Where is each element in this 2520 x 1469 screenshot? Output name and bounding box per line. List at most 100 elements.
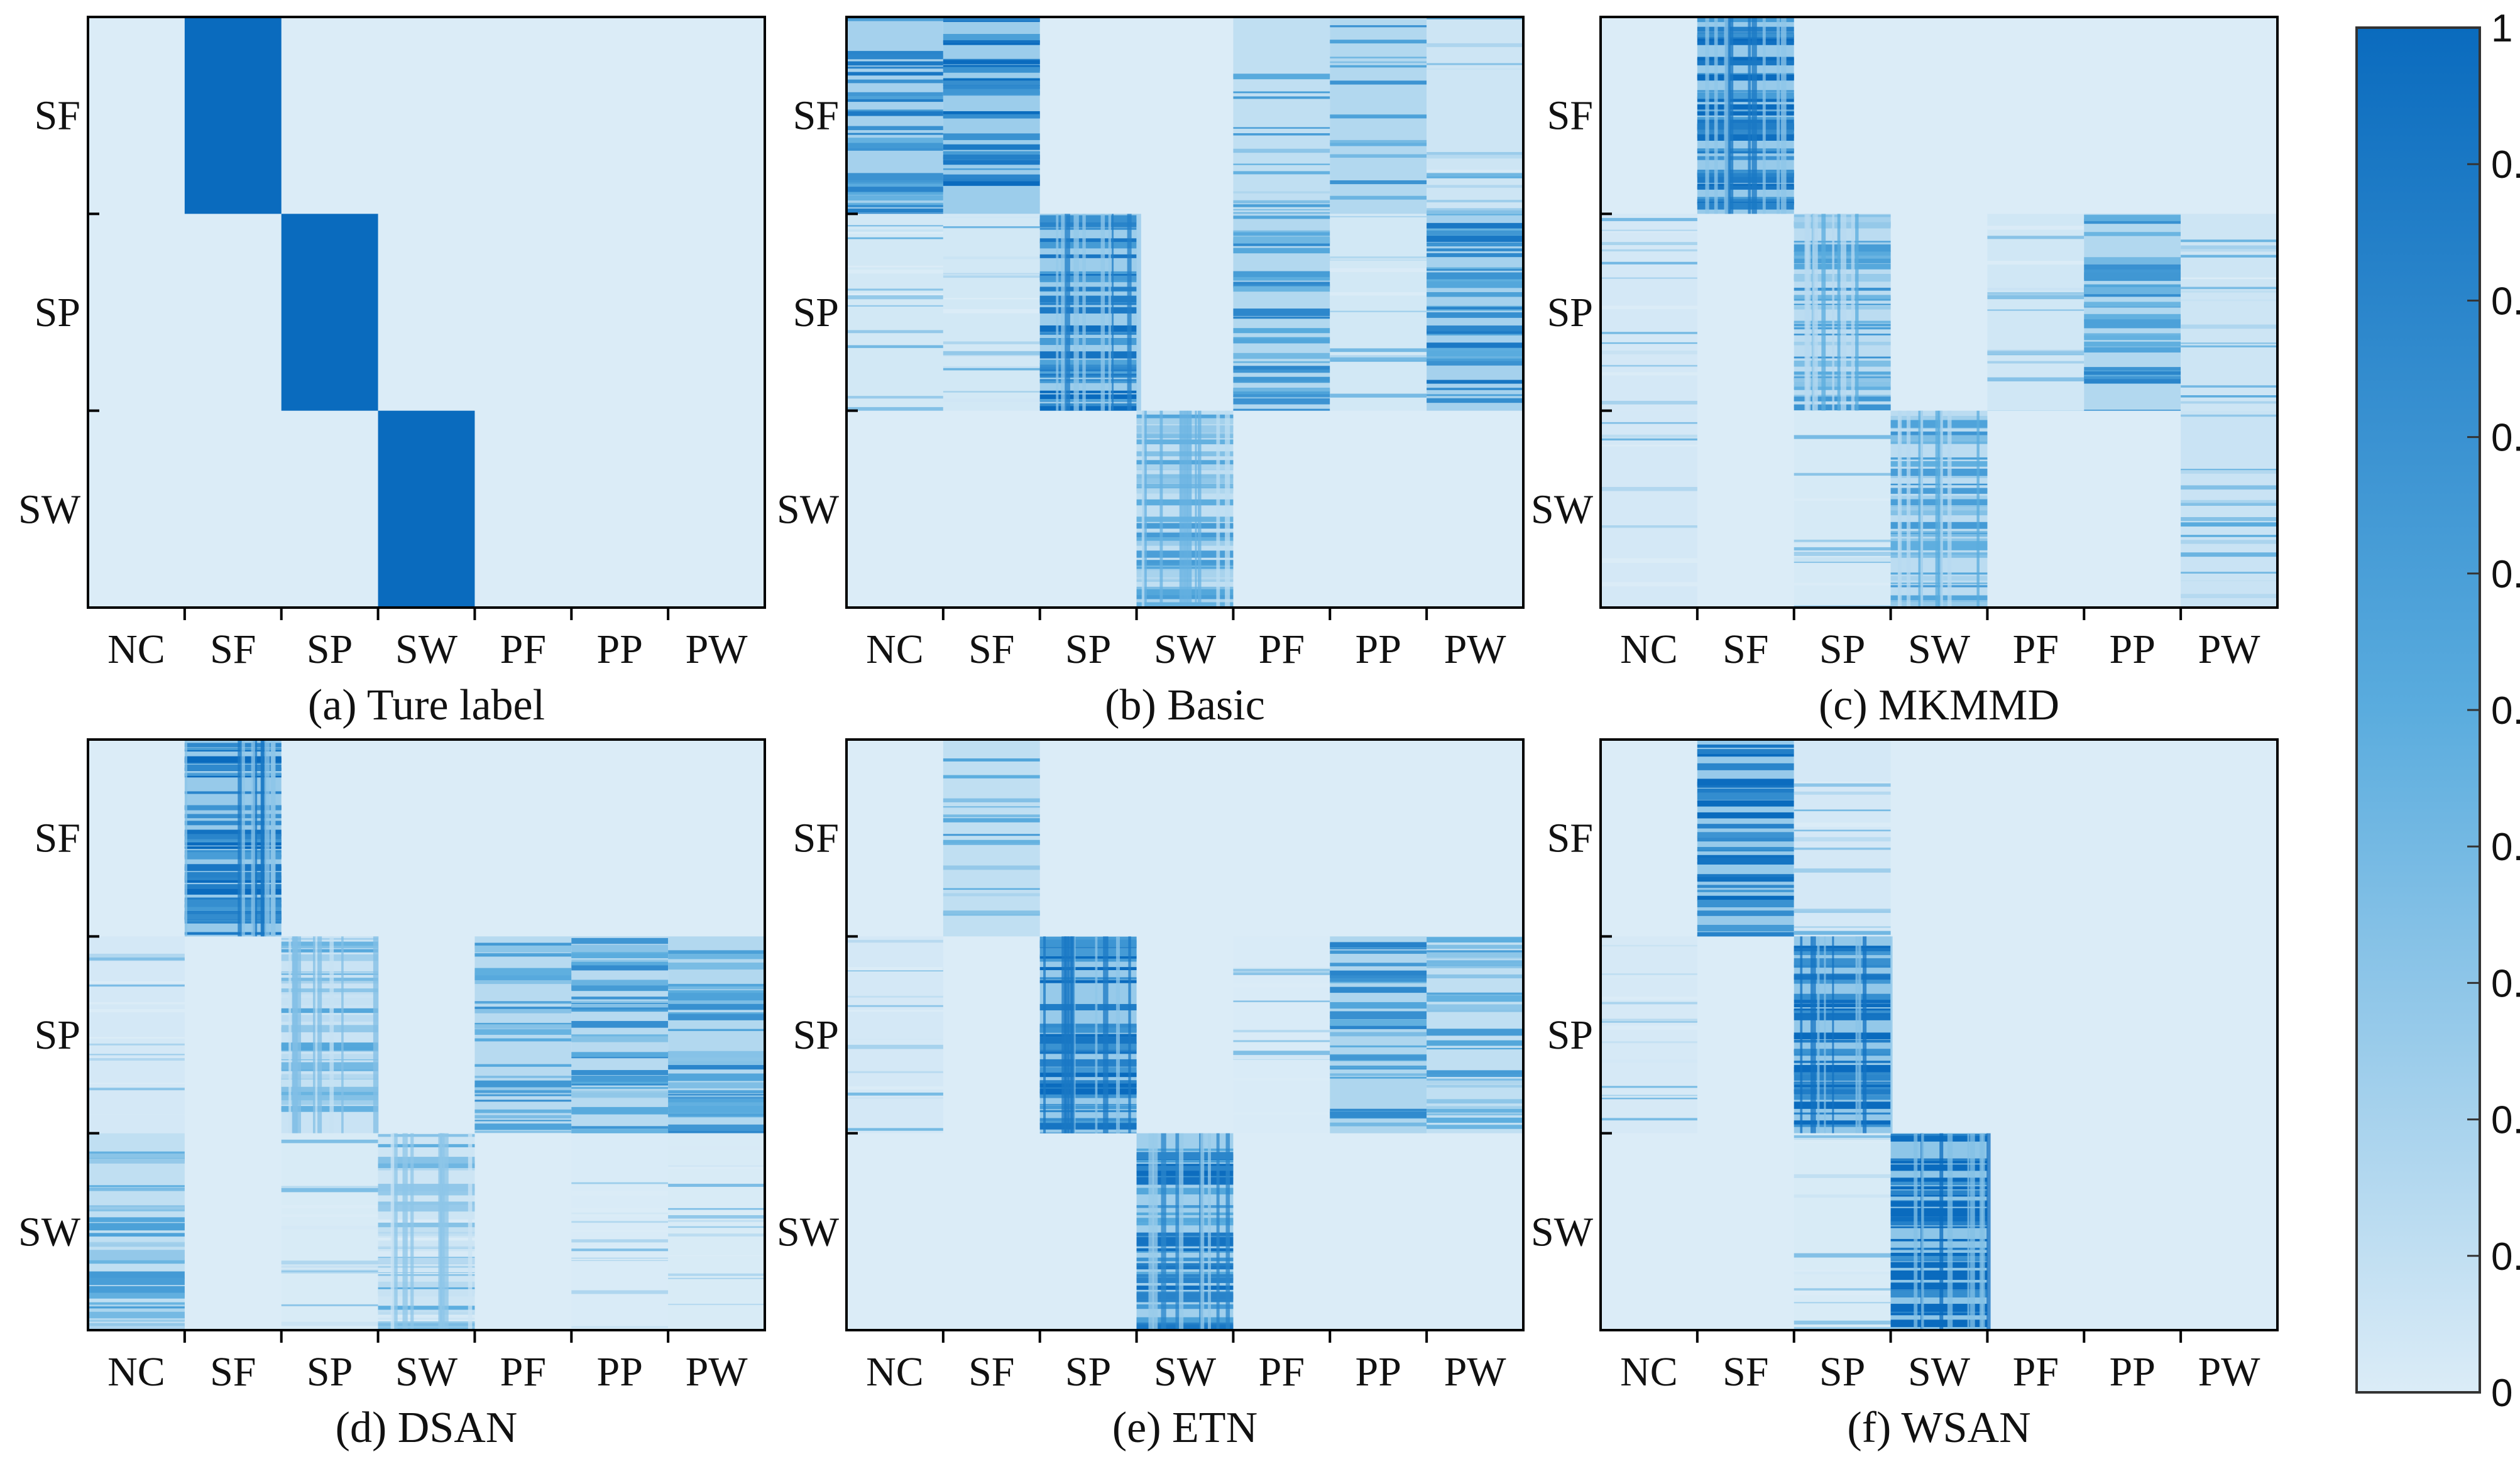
cell-column bbox=[1136, 214, 1141, 411]
cell-stripe bbox=[1890, 1226, 1988, 1228]
cell-stripe bbox=[1697, 910, 1794, 916]
cell-stripe bbox=[88, 1037, 185, 1039]
heatmap-panel-6: SF SP SW NC SF SP SW PF PP PW (f) WSAN bbox=[1531, 738, 2279, 1452]
heatmap-cell bbox=[1601, 410, 1697, 608]
cell-stripe bbox=[1039, 1069, 1137, 1078]
x-tick-label: PP bbox=[1356, 626, 1401, 672]
cell-stripe bbox=[846, 202, 943, 207]
cell-stripe bbox=[943, 18, 1040, 21]
cell-column bbox=[1762, 17, 1766, 214]
cell-column bbox=[1179, 1133, 1184, 1330]
cell-stripe bbox=[1330, 1045, 1427, 1047]
cell-stripe bbox=[846, 133, 943, 135]
heatmap-cell bbox=[1039, 214, 1141, 411]
cell-stripe bbox=[571, 1000, 669, 1003]
cell-stripe bbox=[1136, 1263, 1234, 1266]
cell-column bbox=[1814, 936, 1816, 1133]
cell-stripe bbox=[1039, 332, 1137, 335]
cell-stripe bbox=[1330, 975, 1427, 982]
cell-stripe bbox=[1233, 366, 1330, 371]
cell-stripe bbox=[846, 1071, 943, 1074]
cell-stripe bbox=[1794, 964, 1891, 968]
cell-stripe bbox=[1794, 783, 1891, 787]
cell-stripe bbox=[1427, 1117, 1523, 1123]
heatmap-cell bbox=[1697, 17, 1794, 214]
cell-column bbox=[392, 1133, 398, 1330]
cell-stripe bbox=[1697, 75, 1794, 81]
cell-stripe bbox=[1039, 338, 1137, 346]
cell-stripe bbox=[1427, 347, 1523, 351]
cell-stripe bbox=[1794, 1032, 1891, 1040]
cell-stripe bbox=[1794, 1074, 1891, 1081]
cell-stripe bbox=[1330, 40, 1427, 43]
cell-stripe bbox=[474, 1089, 572, 1092]
cell-stripe bbox=[1794, 552, 1891, 556]
cell-stripe bbox=[943, 818, 1040, 822]
cell-stripe bbox=[846, 1092, 943, 1096]
cell-stripe bbox=[668, 1073, 765, 1081]
cell-stripe bbox=[846, 92, 943, 96]
cell-stripe bbox=[378, 1160, 475, 1169]
cell-stripe bbox=[1794, 791, 1891, 795]
cell-stripe bbox=[2084, 314, 2181, 322]
cell-stripe bbox=[1697, 824, 1794, 829]
cell-stripe bbox=[88, 1242, 185, 1247]
cell-stripe bbox=[2181, 517, 2277, 522]
cell-stripe bbox=[1601, 229, 1697, 232]
cell-stripe bbox=[281, 1225, 378, 1230]
cell-stripe bbox=[1697, 38, 1794, 42]
cell-stripe bbox=[1039, 307, 1137, 314]
cell-stripe bbox=[1794, 993, 1891, 1001]
cell-stripe bbox=[1233, 204, 1330, 207]
cell-column bbox=[1159, 410, 1163, 608]
cell-stripe bbox=[1987, 288, 2084, 291]
heatmap-cell bbox=[1601, 214, 1697, 411]
cell-stripe bbox=[1039, 1104, 1137, 1106]
cell-stripe bbox=[1039, 238, 1137, 244]
cell-stripe bbox=[1697, 197, 1794, 201]
cell-stripe bbox=[846, 18, 943, 21]
cell-stripe bbox=[1601, 400, 1697, 405]
cell-column bbox=[292, 936, 298, 1133]
cell-stripe bbox=[281, 1260, 378, 1265]
cell-stripe bbox=[474, 973, 572, 981]
cell-column bbox=[1148, 1133, 1154, 1330]
cell-stripe bbox=[1427, 952, 1523, 959]
cell-stripe bbox=[1330, 258, 1427, 261]
cell-stripe bbox=[2181, 254, 2277, 258]
cell-stripe bbox=[1136, 1234, 1234, 1237]
cell-stripe bbox=[1794, 1008, 1891, 1012]
cell-stripe bbox=[1794, 1000, 1891, 1003]
cell-stripe bbox=[1427, 329, 1523, 334]
panel-title: (b) Basic bbox=[1105, 681, 1265, 729]
y-tick-label: SW bbox=[18, 1209, 81, 1255]
heatmap-cells bbox=[846, 740, 1523, 1330]
cell-stripe bbox=[1233, 339, 1330, 344]
cell-base bbox=[668, 1133, 765, 1330]
heatmap-cell bbox=[2084, 214, 2181, 411]
cell-stripe bbox=[1039, 219, 1137, 222]
heatmap-cell bbox=[1330, 17, 1427, 214]
x-tick-label: PF bbox=[1259, 626, 1305, 672]
cell-stripe bbox=[1136, 1299, 1234, 1302]
cell-column bbox=[1095, 936, 1098, 1133]
cell-stripe bbox=[2084, 410, 2181, 411]
heatmap-cell bbox=[668, 1133, 765, 1330]
cell-column bbox=[1748, 17, 1751, 214]
cell-stripe bbox=[943, 80, 1040, 86]
x-tick-label: PW bbox=[2198, 626, 2261, 672]
cell-base bbox=[1427, 214, 1523, 411]
cell-stripe bbox=[1039, 399, 1137, 401]
cell-stripe bbox=[1233, 91, 1330, 94]
colorbar-gradient bbox=[2355, 26, 2481, 1394]
cell-stripe bbox=[1136, 1324, 1234, 1330]
cell-stripe bbox=[1794, 1141, 1891, 1144]
cell-stripe bbox=[1794, 1135, 1891, 1139]
cell-stripe bbox=[1136, 1277, 1234, 1284]
cell-stripe bbox=[2181, 540, 2277, 544]
cell-stripe bbox=[1601, 261, 1697, 265]
cell-stripe bbox=[1039, 351, 1137, 359]
heatmap-panel-4: SF SP SW NC SF SP SW PF PP PW (d) DSAN bbox=[18, 738, 766, 1452]
cell-stripe bbox=[943, 798, 1040, 802]
